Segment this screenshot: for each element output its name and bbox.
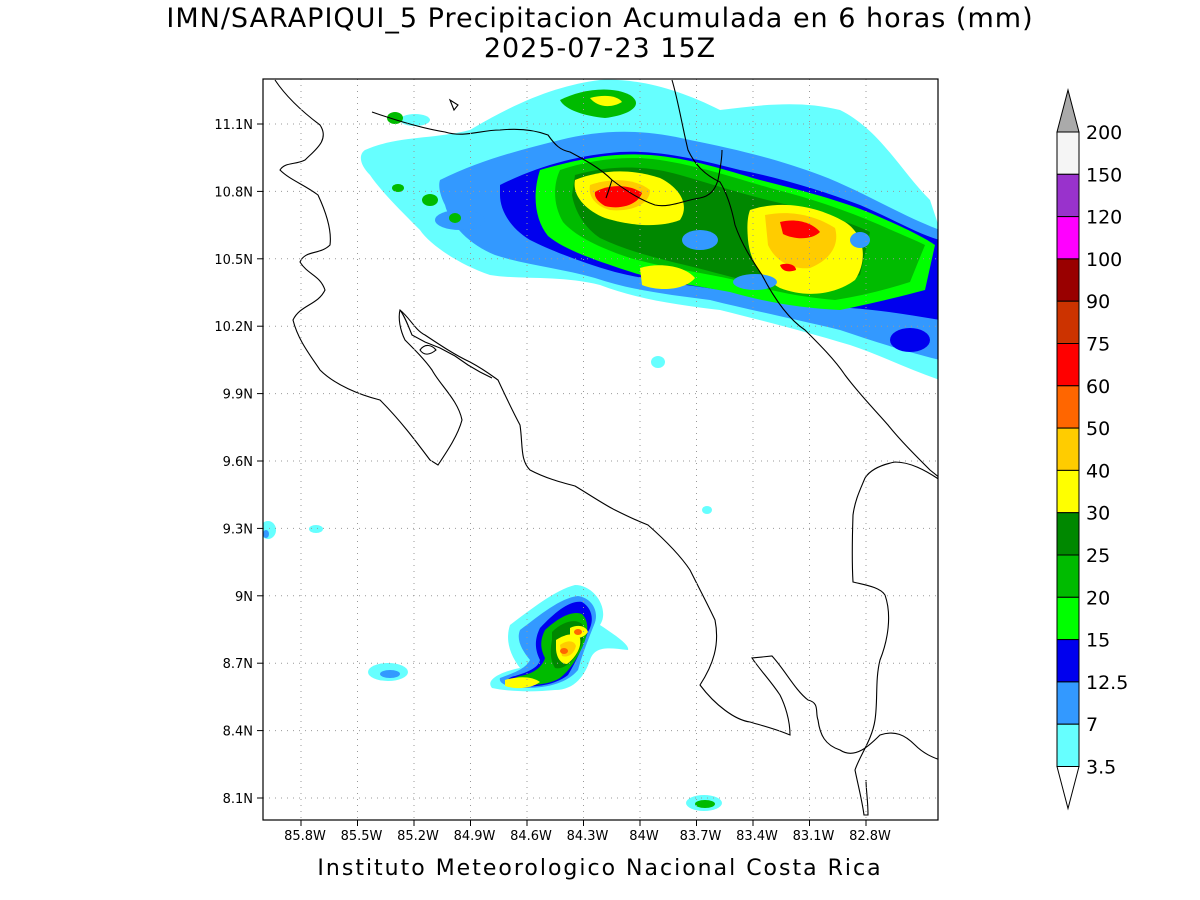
colorbar-swatch: [1056, 427, 1080, 471]
lon-tick-label: 85.2W: [397, 829, 439, 844]
colorbar-swatch: [1056, 216, 1080, 260]
colorbar-swatch: [1056, 512, 1080, 556]
lat-tick-label: 8.7N: [223, 657, 253, 672]
colorbar-label: 25: [1086, 545, 1110, 567]
colorbar-label: 75: [1086, 334, 1110, 356]
colorbar-swatch: [1056, 300, 1080, 345]
precip-area-30c: [640, 265, 695, 290]
colorbar-swatch: [1056, 681, 1080, 725]
lon-tick-label: 83.1W: [793, 829, 835, 844]
precip-area-60a: [594, 186, 642, 208]
colorbar-label: 200: [1086, 122, 1122, 144]
colorbar-swatch: [1056, 554, 1080, 598]
colorbar-swatch: [1056, 131, 1080, 175]
lon-tick-label: 83.4W: [736, 829, 778, 844]
precip-cell: [309, 525, 323, 533]
precip-area-60b: [780, 220, 820, 239]
colorbar-label: 90: [1086, 291, 1110, 313]
lat-tick-label: 10.8N: [214, 185, 253, 200]
colorbar-label: 20: [1086, 587, 1110, 609]
lat-tick-label: 8.4N: [223, 725, 253, 740]
colorbar-swatch: [1056, 723, 1080, 768]
colorbar-swatch: [1056, 173, 1080, 218]
colorbar-over-triangle: [1056, 88, 1080, 133]
map-title: IMN/SARAPIQUI_5 Precipitacion Acumulada …: [166, 3, 1034, 34]
footer-credit: Instituto Meteorologico Nacional Costa R…: [317, 856, 883, 881]
lat-tick-label: 9.6N: [223, 455, 253, 470]
lat-tick-label: 9N: [235, 590, 253, 605]
precip-cell: [651, 356, 665, 368]
lon-tick-label: 84.3W: [567, 829, 609, 844]
colorbar-label: 60: [1086, 376, 1110, 398]
colorbar-swatch: [1056, 596, 1080, 641]
colorbar-swatch: [1056, 639, 1080, 683]
lon-tick-label: 84.6W: [510, 829, 552, 844]
lat-tick-label: 9.9N: [223, 388, 253, 403]
lon-tick-label: 85.8W: [284, 829, 326, 844]
colorbar-label: 15: [1086, 630, 1110, 652]
lon-tick-label: 82.8W: [849, 829, 891, 844]
colorbar-swatch: [1056, 385, 1080, 429]
lon-tick-label: 84.9W: [454, 829, 496, 844]
colorbar-label: 12.5: [1086, 672, 1128, 694]
coastlines: [274, 79, 938, 816]
colorbar-label: 120: [1086, 207, 1122, 229]
precip-cell: [702, 506, 712, 514]
precip-area-60c: [780, 263, 796, 272]
latitude-axis: 11.1N 10.8N 10.5N 10.2N 9.9N 9.6N 9.3N 9N 8.7N 8.…: [214, 118, 263, 807]
colorbar-label: 7: [1086, 714, 1098, 736]
colorbar-label: 30: [1086, 503, 1110, 525]
plot-frame: [262, 78, 939, 821]
colorbar-label: 100: [1086, 249, 1122, 271]
colorbar-label: 40: [1086, 460, 1110, 482]
lat-tick-label: 9.3N: [223, 522, 253, 537]
colorbar-swatch: [1056, 258, 1080, 302]
lat-tick-label: 8.1N: [223, 792, 253, 807]
lon-tick-label: 83.7W: [680, 829, 722, 844]
precipitation-field: [263, 79, 938, 811]
colorbar-swatch: [1056, 343, 1080, 387]
colorbar-label: 50: [1086, 418, 1110, 440]
lat-tick-label: 11.1N: [214, 118, 253, 133]
lat-tick-label: 10.2N: [214, 320, 253, 335]
colorbar-label: 150: [1086, 164, 1122, 186]
lon-tick-label: 84W: [629, 829, 659, 844]
colorbar-label: 3.5: [1086, 757, 1116, 779]
colorbar-swatch: [1056, 469, 1080, 514]
lon-tick-label: 85.5W: [341, 829, 383, 844]
longitude-axis: 85.8W 85.5W 85.2W 84.9W 84.6W 84.3W 84W 83.7W 83…: [284, 820, 891, 844]
map-datetime: 2025-07-23 15Z: [483, 33, 717, 64]
colorbar-under-triangle: [1056, 766, 1080, 811]
colorbar-legend: 200 150 120 100 90 75 60 50 40 30 25 20 15 12.5 7 3.5: [1056, 88, 1128, 811]
lat-tick-label: 10.5N: [214, 253, 253, 268]
